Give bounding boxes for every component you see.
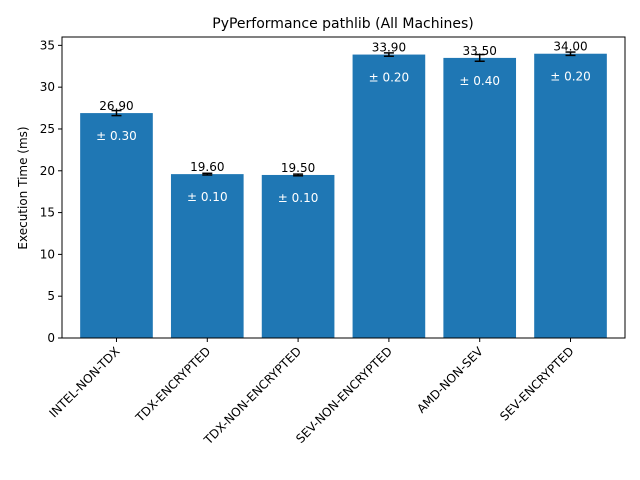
y-tick-label: 5 — [47, 289, 55, 303]
error-label: ± 0.10 — [278, 191, 319, 205]
error-label: ± 0.30 — [96, 129, 137, 143]
value-label: 33.50 — [463, 44, 497, 58]
bar — [80, 113, 153, 338]
y-tick-label: 0 — [47, 331, 55, 345]
chart-title: PyPerformance pathlib (All Machines) — [212, 16, 473, 32]
plot-frame — [61, 36, 626, 339]
error-label: ± 0.20 — [550, 70, 591, 84]
y-tick-label: 20 — [40, 164, 55, 178]
bar — [534, 53, 607, 338]
y-tick-label: 25 — [40, 122, 55, 136]
bar — [352, 54, 426, 338]
y-axis-label: Execution Time (ms) — [16, 126, 30, 249]
y-tick-label: 30 — [40, 80, 55, 94]
bars-layer: 26.90 ± 0.30 19.60 ± 0.10 19.50 ± 0.10 33.90 ± … — [80, 40, 607, 339]
bar — [261, 174, 335, 338]
bar — [443, 57, 517, 339]
error-label: ± 0.40 — [459, 74, 500, 88]
y-tick-label: 35 — [40, 38, 55, 52]
value-label: 34.00 — [553, 40, 587, 54]
bar — [170, 174, 244, 338]
value-label: 33.90 — [372, 41, 406, 55]
y-tick-label: 15 — [40, 206, 55, 220]
error-label: ± 0.20 — [369, 71, 410, 85]
value-label: 19.60 — [190, 160, 224, 174]
value-label: 26.90 — [99, 99, 133, 113]
y-axis: 0 5 10 15 20 25 30 35 — [40, 38, 62, 345]
value-label: 19.50 — [281, 161, 315, 175]
error-label: ± 0.10 — [187, 190, 228, 204]
y-tick-label: 10 — [40, 247, 55, 261]
